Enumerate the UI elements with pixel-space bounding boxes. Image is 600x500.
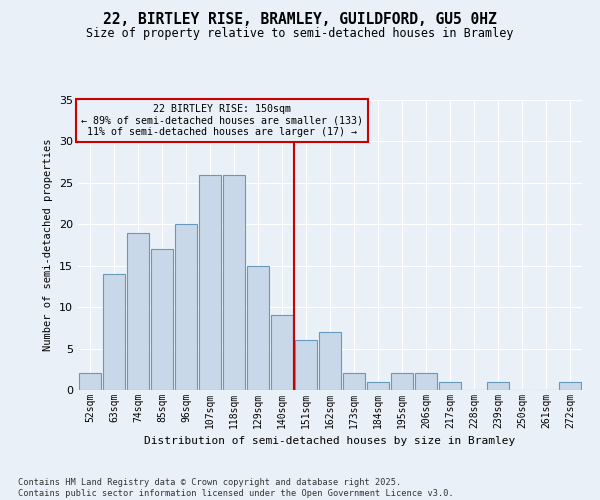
Bar — [367, 382, 389, 390]
Bar — [199, 174, 221, 390]
Bar — [415, 374, 437, 390]
Bar — [439, 382, 461, 390]
Y-axis label: Number of semi-detached properties: Number of semi-detached properties — [43, 138, 53, 352]
Bar — [319, 332, 341, 390]
Bar — [295, 340, 317, 390]
Text: Size of property relative to semi-detached houses in Bramley: Size of property relative to semi-detach… — [86, 28, 514, 40]
Text: Contains HM Land Registry data © Crown copyright and database right 2025.
Contai: Contains HM Land Registry data © Crown c… — [18, 478, 454, 498]
Bar — [271, 316, 293, 390]
Text: 22, BIRTLEY RISE, BRAMLEY, GUILDFORD, GU5 0HZ: 22, BIRTLEY RISE, BRAMLEY, GUILDFORD, GU… — [103, 12, 497, 28]
Bar — [223, 174, 245, 390]
Bar — [151, 249, 173, 390]
X-axis label: Distribution of semi-detached houses by size in Bramley: Distribution of semi-detached houses by … — [145, 436, 515, 446]
Bar — [175, 224, 197, 390]
Bar — [127, 232, 149, 390]
Bar — [559, 382, 581, 390]
Bar — [79, 374, 101, 390]
Bar — [247, 266, 269, 390]
Bar — [391, 374, 413, 390]
Bar — [487, 382, 509, 390]
Bar — [103, 274, 125, 390]
Text: 22 BIRTLEY RISE: 150sqm
← 89% of semi-detached houses are smaller (133)
11% of s: 22 BIRTLEY RISE: 150sqm ← 89% of semi-de… — [81, 104, 363, 138]
Bar — [343, 374, 365, 390]
